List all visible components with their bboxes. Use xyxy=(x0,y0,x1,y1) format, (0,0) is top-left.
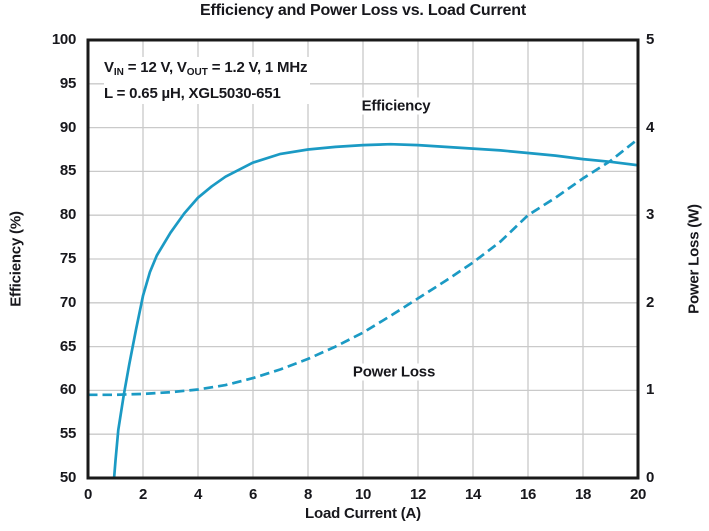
plot-border xyxy=(86,38,640,480)
x-tick-label: 16 xyxy=(519,486,537,503)
annotation-tail-text: = 1.2 V, 1 MHz xyxy=(207,59,308,76)
conditions-annotation: VIN = 12 V, VOUT = 1.2 V, 1 MHz L = 0.65… xyxy=(104,57,311,104)
curve-power-loss xyxy=(88,137,639,397)
chart-title: Efficiency and Power Loss vs. Load Curre… xyxy=(200,2,526,19)
y-right-tick-label: 2 xyxy=(646,293,655,311)
y-axis-label-right: Power Loss (W) xyxy=(685,204,703,314)
y-left-tick-label: 75 xyxy=(59,250,76,267)
x-tick-label: 8 xyxy=(303,486,313,503)
x-tick-label: 2 xyxy=(138,486,148,503)
x-tick-label: 6 xyxy=(248,486,258,503)
x-tick-label: 4 xyxy=(193,486,203,503)
annotation-vin-subscript: IN xyxy=(113,67,124,78)
y-left-tick-label: 100 xyxy=(51,31,76,48)
x-axis-label: Load Current (A) xyxy=(305,505,421,522)
x-tick-label: 18 xyxy=(574,486,592,503)
annotation-vout-subscript: OUT xyxy=(186,67,208,78)
y-left-tick-label: 55 xyxy=(59,425,76,443)
y-right-tick-label: 4 xyxy=(646,118,655,136)
x-tick-label: 12 xyxy=(409,486,427,503)
x-tick-label: 20 xyxy=(629,486,647,503)
y-right-tick-label: 0 xyxy=(646,469,655,486)
x-tick-label: 14 xyxy=(464,486,482,503)
y-left-tick-label: 60 xyxy=(59,381,76,399)
y-right-tick-label: 3 xyxy=(646,206,655,224)
y-left-tick-label: 85 xyxy=(59,162,76,180)
annotation-v-symbol: V xyxy=(104,59,114,76)
y-left-tick-label: 95 xyxy=(59,74,76,92)
annotation-line1: VIN = 12 V, VOUT = 1.2 V, 1 MHz xyxy=(104,57,307,83)
annotation-mid-text: = 12 V, V xyxy=(123,59,187,76)
efficiency-series-label: Efficiency xyxy=(359,97,433,115)
power-loss-series-label: Power Loss xyxy=(350,363,438,381)
y-left-tick-label: 65 xyxy=(59,337,76,355)
y-left-tick-label: 70 xyxy=(59,293,76,311)
y-left-tick-label: 50 xyxy=(59,469,76,486)
y-right-tick-label: 5 xyxy=(646,31,655,48)
x-tick-label: 0 xyxy=(83,486,93,503)
y-right-tick-label: 1 xyxy=(646,381,655,399)
y-axis-label-left: Efficiency (%) xyxy=(7,211,25,307)
y-left-tick-label: 90 xyxy=(59,118,76,136)
x-tick-label: 10 xyxy=(354,486,372,503)
curve-efficiency xyxy=(112,142,639,479)
y-left-tick-label: 80 xyxy=(59,206,76,224)
annotation-line2: L = 0.65 µH, XGL5030-651 xyxy=(104,85,281,102)
